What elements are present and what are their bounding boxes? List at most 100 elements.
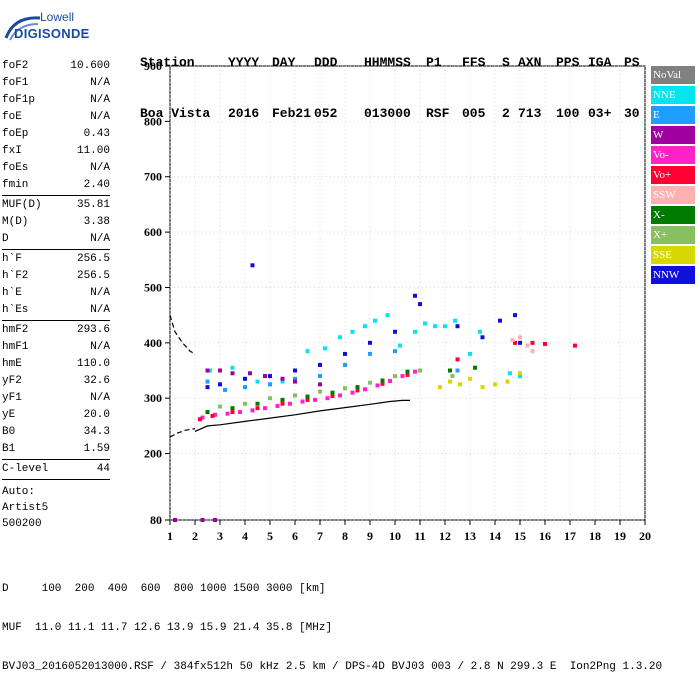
data-point bbox=[493, 382, 497, 387]
data-point bbox=[405, 369, 410, 374]
param-row: h`F2 256.5 bbox=[2, 268, 112, 285]
param-value: N/A bbox=[90, 77, 110, 89]
header-label: S bbox=[502, 55, 510, 70]
y-tick-label: 800 bbox=[144, 114, 162, 128]
data-point bbox=[243, 401, 247, 406]
param-label: yE bbox=[2, 409, 16, 421]
header-label: PPS bbox=[556, 55, 580, 70]
param-label: foEp bbox=[2, 128, 29, 140]
data-point bbox=[293, 368, 297, 373]
data-point bbox=[293, 376, 297, 381]
data-point bbox=[355, 385, 360, 390]
y-tick-label: 500 bbox=[144, 280, 162, 294]
param-label: hmF2 bbox=[2, 324, 29, 336]
data-point bbox=[453, 318, 457, 323]
data-point bbox=[518, 335, 522, 340]
plot-frame bbox=[169, 65, 646, 521]
data-point bbox=[413, 329, 417, 334]
data-point bbox=[280, 376, 285, 381]
data-point bbox=[473, 365, 477, 370]
data-point bbox=[313, 397, 317, 402]
param-label: foF2 bbox=[2, 60, 29, 72]
lowell-digisonde-logo: Lowell DIGISONDE bbox=[2, 2, 89, 52]
header-value: 713 bbox=[518, 106, 542, 121]
data-point bbox=[468, 376, 472, 381]
data-point bbox=[530, 349, 535, 354]
param-row: B0 34.3 bbox=[2, 424, 112, 441]
header-value: 052 bbox=[314, 106, 338, 121]
param-value: 256.5 bbox=[76, 270, 110, 282]
data-point bbox=[318, 374, 322, 379]
param-value: 44 bbox=[96, 463, 110, 475]
footer-file-info: BVJ03_2016052013000.RSF / 384fx512h 50 k… bbox=[2, 661, 663, 673]
legend-item: NoVal bbox=[651, 66, 695, 84]
x-tick-label: 8 bbox=[342, 529, 348, 543]
param-value: 3.38 bbox=[83, 216, 110, 228]
param-row: h`Es N/A bbox=[2, 302, 112, 319]
param-label: hmE bbox=[2, 358, 22, 370]
data-point bbox=[268, 396, 272, 401]
param-row: hmF2 293.6 bbox=[2, 322, 112, 339]
data-point bbox=[480, 385, 485, 390]
data-point bbox=[255, 406, 260, 411]
header-label: IGA bbox=[588, 55, 612, 70]
profile-extrapolation-lower bbox=[169, 428, 196, 438]
param-divider bbox=[2, 459, 110, 460]
x-tick-label: 10 bbox=[389, 529, 401, 543]
data-point bbox=[218, 404, 222, 409]
param-label: MUF(D) bbox=[2, 199, 42, 211]
data-point bbox=[350, 390, 355, 395]
header-label: Station bbox=[140, 55, 195, 70]
param-label: fxI bbox=[2, 145, 22, 157]
data-point bbox=[318, 382, 322, 387]
data-point bbox=[243, 376, 247, 381]
data-point bbox=[225, 411, 230, 416]
data-point bbox=[208, 368, 212, 373]
param-divider bbox=[2, 320, 110, 321]
param-value: 256.5 bbox=[76, 253, 110, 265]
data-point bbox=[263, 374, 267, 379]
data-point bbox=[413, 369, 417, 374]
header-labels: Station YYYY DAY DDD HHMMSS P1 FFS S AXN PPS IGA PS bbox=[140, 54, 640, 71]
data-point bbox=[405, 372, 410, 377]
data-point bbox=[418, 368, 422, 373]
param-row: yE 20.0 bbox=[2, 407, 112, 424]
param-label: foE bbox=[2, 111, 22, 123]
data-point bbox=[318, 362, 322, 367]
x-tick-label: 12 bbox=[439, 529, 451, 543]
footer-info: D 100 200 400 600 800 1000 1500 3000 [km… bbox=[2, 557, 662, 687]
x-tick-label: 14 bbox=[489, 529, 501, 543]
data-point bbox=[230, 365, 235, 370]
param-value: N/A bbox=[90, 111, 110, 123]
data-point bbox=[338, 393, 342, 398]
data-point bbox=[338, 335, 342, 340]
data-point bbox=[455, 324, 460, 329]
header-value: 013000 bbox=[364, 106, 411, 121]
data-point bbox=[280, 379, 285, 384]
data-point bbox=[205, 410, 210, 415]
data-point bbox=[200, 518, 205, 522]
header-label: PS bbox=[624, 55, 640, 70]
header-label: AXN bbox=[518, 55, 542, 70]
data-point bbox=[280, 397, 285, 402]
footer-distance-row: D 100 200 400 600 800 1000 1500 3000 [km… bbox=[2, 583, 326, 595]
data-point bbox=[363, 387, 367, 392]
data-point bbox=[230, 410, 235, 415]
data-point bbox=[530, 340, 535, 345]
y-tick-label: 600 bbox=[144, 225, 162, 239]
header-value: 2016 bbox=[228, 106, 260, 121]
param-divider bbox=[2, 249, 110, 250]
x-tick-label: 9 bbox=[367, 529, 373, 543]
legend-item: SSW bbox=[651, 186, 695, 204]
legend-item: X+ bbox=[651, 226, 695, 244]
electron-density-profile bbox=[194, 399, 410, 432]
data-point bbox=[458, 382, 462, 387]
data-point bbox=[480, 335, 485, 340]
data-point bbox=[433, 324, 437, 329]
param-label: hmF1 bbox=[2, 341, 29, 353]
param-row: h`F 256.5 bbox=[2, 251, 112, 268]
param-value: 10.600 bbox=[70, 60, 110, 72]
data-point bbox=[230, 406, 235, 411]
data-point bbox=[388, 379, 392, 384]
header-label: DDD bbox=[314, 55, 338, 70]
